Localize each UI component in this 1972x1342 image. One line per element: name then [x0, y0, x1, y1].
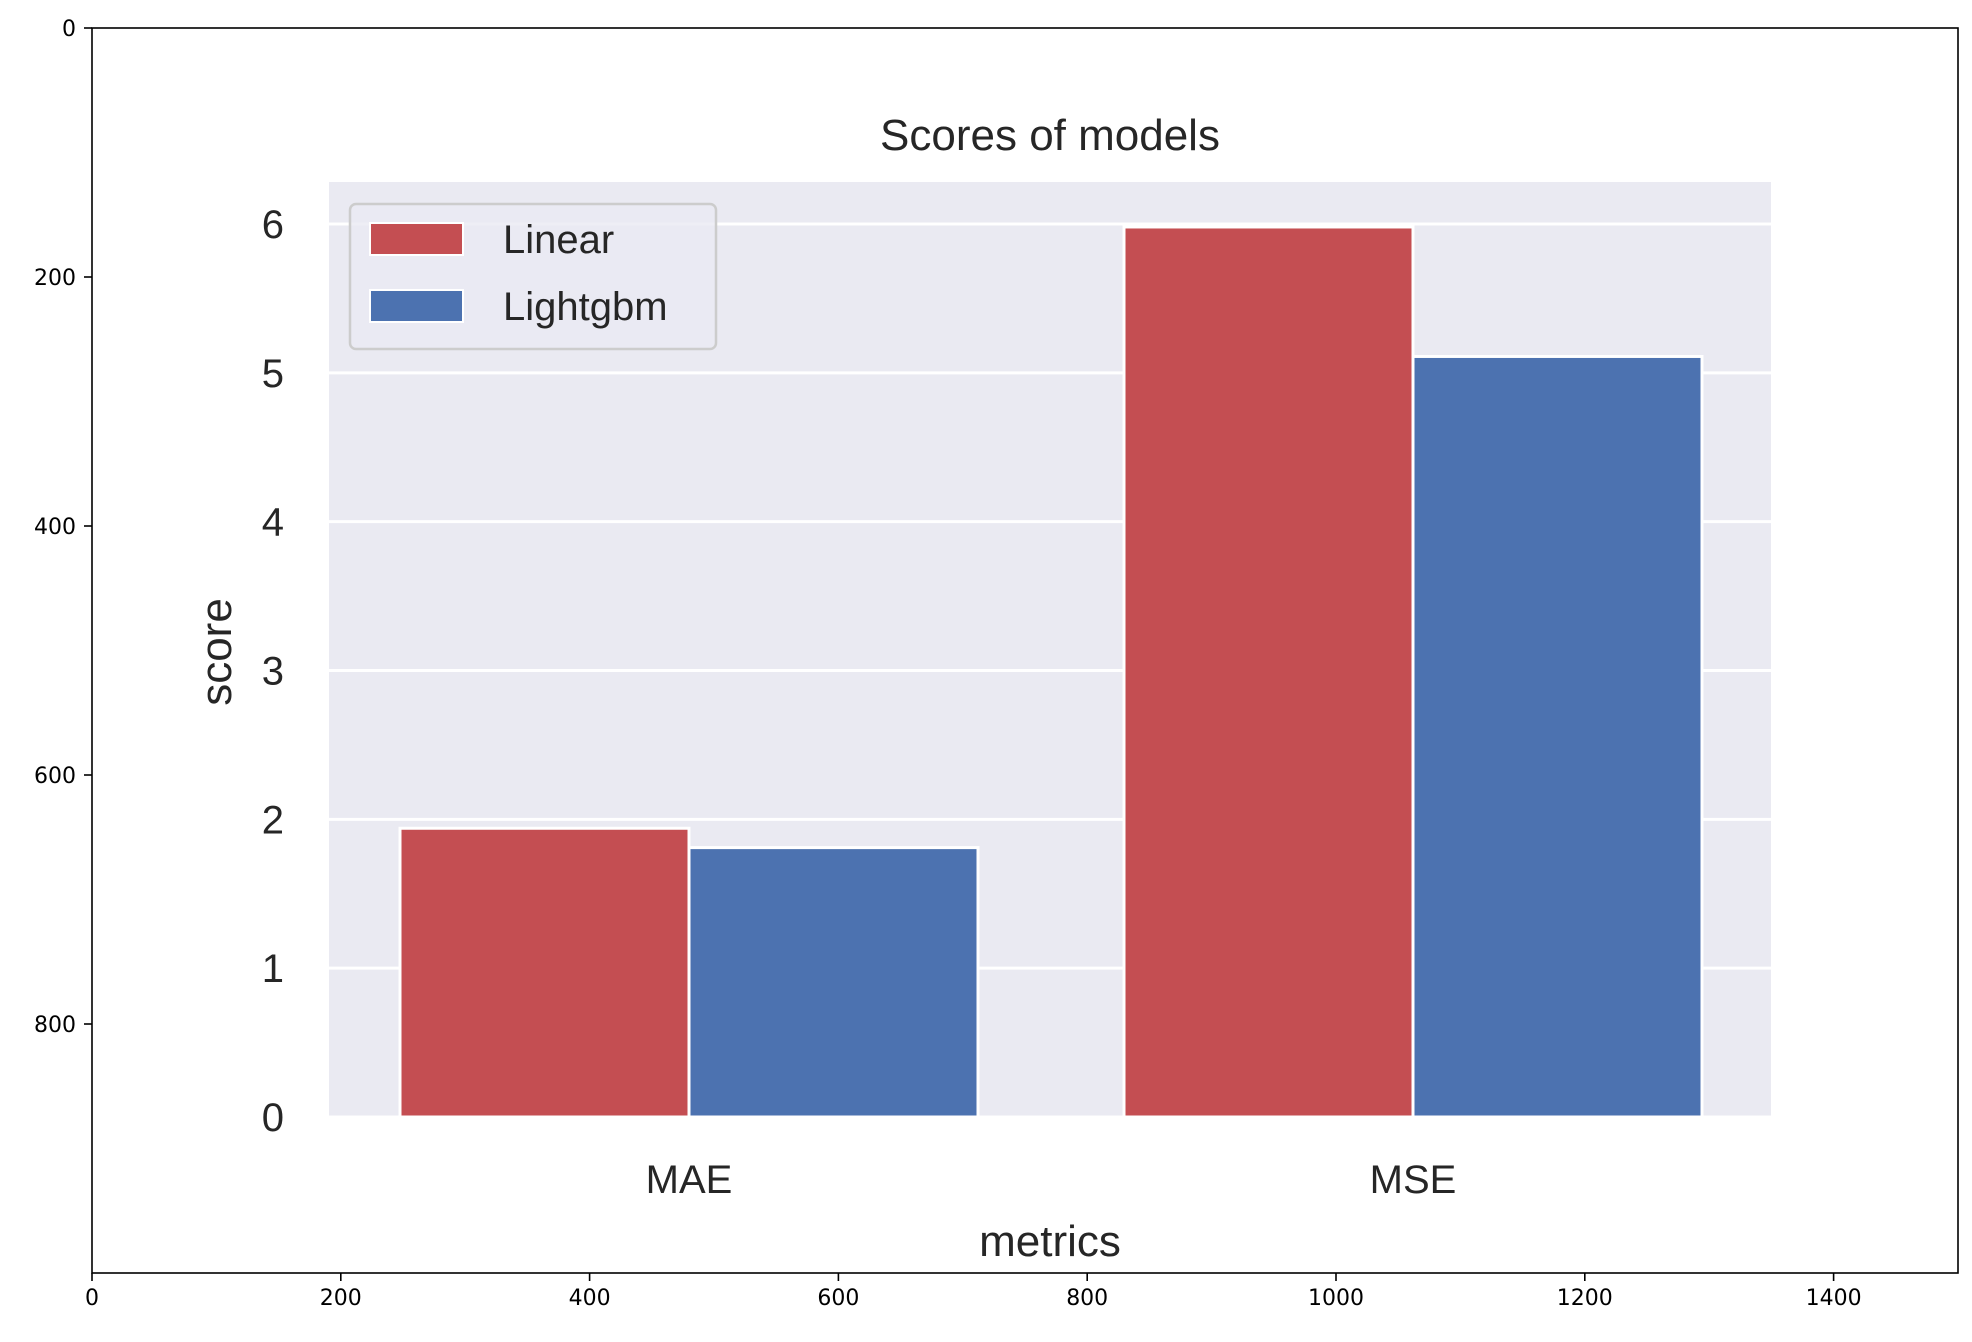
x-tick-labels: MAE MSE: [646, 1158, 1457, 1202]
bar-lightgbm-mse: [1411, 354, 1704, 1119]
x-tick-label: MSE: [1370, 1158, 1457, 1202]
outer-x-ticks: 0 200 400 600 800 1000 1200 1400: [85, 1273, 1862, 1311]
outer-y-tick-label: 400: [34, 515, 76, 540]
outer-x-tick-label: 0: [85, 1286, 99, 1311]
legend-swatch-lightgbm: [369, 289, 464, 323]
bar-lightgbm-mae: [687, 846, 980, 1119]
outer-axes-frame: [91, 27, 1959, 1274]
legend-label-lightgbm: Lightgbm: [503, 285, 668, 329]
outer-x-tick-label: 400: [569, 1286, 611, 1311]
outer-y-tick-label: 0: [62, 17, 76, 42]
outer-y-tick-label: 800: [34, 1013, 76, 1038]
outer-x-tick-label: 1400: [1806, 1286, 1862, 1311]
outer-image-axes: 0 200 400 600 800 1000 1200 1400 0 200 400 600 800: [34, 17, 1959, 1311]
outer-x-tick-label: 800: [1066, 1286, 1108, 1311]
y-tick-label: 4: [262, 501, 284, 545]
x-axis-label: metrics: [979, 1217, 1121, 1266]
outer-y-tick-label: 600: [34, 764, 76, 789]
legend: Linear Lightgbm: [348, 202, 718, 351]
legend-label-linear: Linear: [503, 218, 614, 262]
y-axis-label: score: [192, 598, 241, 706]
outer-x-tick-label: 1000: [1308, 1286, 1364, 1311]
outer-y-ticks: 0 200 400 600 800: [34, 17, 92, 1038]
chart-title: Scores of models: [880, 111, 1220, 160]
y-tick-label: 6: [262, 203, 284, 247]
bar-linear-mae: [398, 826, 691, 1119]
legend-swatch-linear: [369, 222, 464, 256]
y-tick-label: 3: [262, 650, 284, 694]
outer-x-tick-label: 600: [817, 1286, 859, 1311]
outer-x-tick-label: 200: [320, 1286, 362, 1311]
outer-x-tick-label: 1200: [1557, 1286, 1613, 1311]
bar-linear-mse: [1122, 225, 1415, 1119]
x-tick-label: MAE: [646, 1158, 733, 1202]
y-tick-label: 2: [262, 798, 284, 842]
y-tick-label: 0: [262, 1096, 284, 1140]
y-tick-label: 1: [262, 947, 284, 991]
bars: [398, 225, 1704, 1119]
outer-y-tick-label: 200: [34, 266, 76, 291]
y-tick-labels: 0 1 2 3 4 5 6: [262, 203, 284, 1140]
y-tick-label: 5: [262, 352, 284, 396]
